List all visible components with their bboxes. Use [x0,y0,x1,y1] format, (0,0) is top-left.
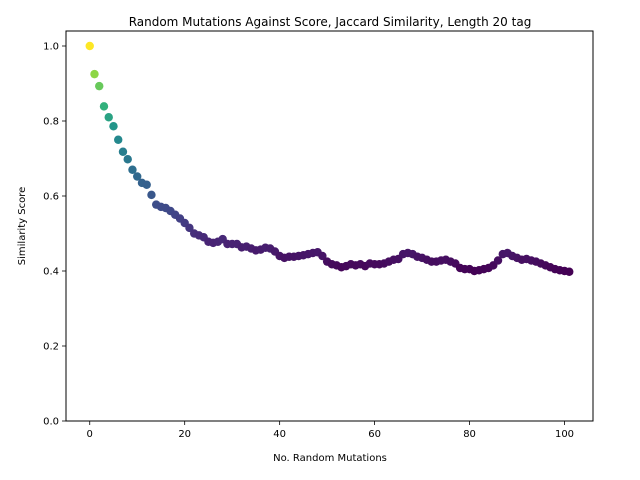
data-point [118,147,128,156]
data-point [318,251,327,261]
data-point [85,41,94,51]
data-point [95,81,104,91]
data-point [104,113,113,122]
data-point [493,256,503,265]
x-axis-label: No. Random Mutations [273,453,387,464]
x-axis: 0 20 40 60 80 100 [87,421,574,440]
data-point [109,122,118,131]
x-tick-label: 20 [178,429,191,440]
data-point [147,190,156,200]
x-tick-label: 100 [555,429,574,440]
data-point [99,102,109,111]
y-tick-label: 0.8 [43,117,59,128]
data-point [142,180,151,189]
plot-frame [65,30,594,422]
x-tick-label: 60 [368,429,381,440]
y-tick-label: 0.6 [43,192,59,203]
data-point [185,223,194,233]
y-tick-label: 0.2 [43,342,59,353]
y-tick-label: 1.0 [43,42,59,53]
y-tick-label: 0.4 [43,267,59,278]
chart-title: Random Mutations Against Score, Jaccard … [129,15,532,29]
data-point [565,267,574,276]
x-tick-label: 0 [87,429,93,440]
data-point [114,135,123,144]
x-tick-label: 40 [273,429,286,440]
x-tick-label: 80 [463,429,476,440]
y-axis-label: Similarity Score [17,187,28,265]
y-tick-label: 0.0 [43,417,59,428]
data-point [133,172,142,181]
y-axis: 0.0 0.2 0.4 0.6 0.8 1.0 [43,42,66,428]
scatter-points [85,41,574,276]
data-point [128,165,137,174]
data-point [123,155,132,164]
data-point [90,69,99,79]
